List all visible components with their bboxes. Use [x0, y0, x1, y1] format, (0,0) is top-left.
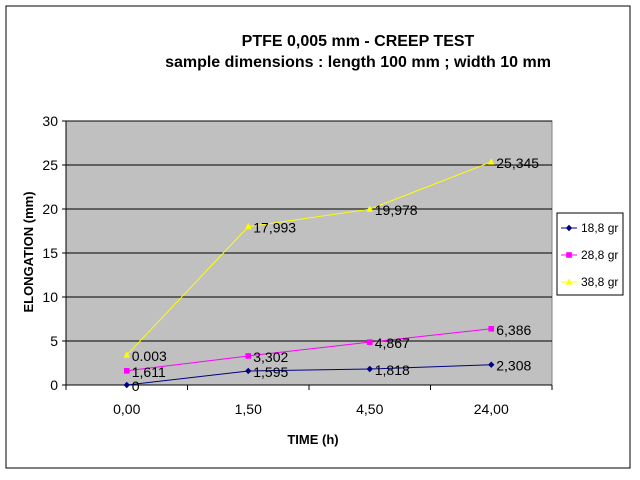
legend: 18,8 gr 28,8 gr 38,8 gr [556, 212, 624, 296]
data-label: 19,978 [375, 202, 418, 218]
data-point [245, 353, 252, 359]
legend-label: 28,8 gr [581, 248, 618, 262]
series-1: 0 1,595 1,818 2,308 [123, 358, 531, 394]
x-axis-title: TIME (h) [287, 432, 338, 447]
x-tick-label: 0,00 [113, 401, 140, 417]
y-tick-label: 10 [42, 289, 58, 305]
legend-marker [566, 252, 572, 258]
legend-item: 18,8 gr [561, 221, 618, 235]
data-label: 2,308 [496, 358, 531, 374]
x-axis: 0,00 1,50 4,50 24,00 [65, 384, 553, 417]
legend-label: 18,8 gr [581, 221, 618, 235]
data-label: 3,302 [253, 349, 288, 365]
series-line [126, 328, 492, 372]
y-tick-label: 0 [50, 377, 58, 393]
chart-subtitle: sample dimensions : length 100 mm ; widt… [165, 54, 551, 71]
series-2: 1,611 3,302 4,867 6,386 [123, 322, 531, 380]
data-label: 0 [132, 378, 140, 394]
data-label: 1,818 [375, 362, 410, 378]
y-axis: 0 5 10 15 20 25 30 [42, 113, 67, 393]
y-tick-label: 30 [42, 113, 58, 129]
data-label: 17,993 [253, 220, 296, 236]
data-point [366, 365, 373, 373]
x-tick-label: 4,50 [356, 401, 383, 417]
series-3: 0.003 17,993 19,978 25,345 [123, 155, 539, 364]
chart-title: PTFE 0,005 mm - CREEP TEST [242, 33, 475, 50]
legend-marker [565, 278, 573, 285]
data-point [366, 205, 373, 212]
grid-lines [66, 120, 552, 342]
data-label: 1,595 [253, 364, 288, 380]
legend-item: 28,8 gr [561, 248, 618, 262]
series-group: 01,595 1,818 2,3081,6113,3024,8676,3860.00… [123, 155, 539, 394]
data-label: 6,386 [496, 322, 531, 338]
legend-marker [565, 224, 573, 232]
y-tick-label: 15 [42, 245, 58, 261]
data-point [123, 381, 130, 389]
data-point [245, 367, 252, 375]
data-point [366, 339, 373, 345]
data-point [123, 351, 130, 358]
data-point [488, 158, 495, 165]
series-line [126, 364, 492, 386]
legend-label: 38,8 gr [581, 275, 618, 289]
data-label: 0.003 [132, 348, 167, 364]
legend-item: 38,8 gr [561, 275, 618, 289]
series-line [126, 161, 492, 356]
data-point [123, 368, 130, 374]
data-point [488, 326, 495, 332]
y-axis-title: ELONGATION (mm) [21, 191, 36, 312]
y-tick-label: 5 [50, 333, 58, 349]
data-label: 1,611 [132, 364, 166, 380]
y-tick-label: 20 [42, 201, 58, 217]
y-tick-label: 25 [42, 157, 58, 173]
x-tick-label: 1,50 [235, 401, 262, 417]
x-tick-label: 24,00 [474, 401, 509, 417]
data-label: 4,867 [375, 335, 410, 351]
data-label: 25,345 [496, 155, 539, 171]
data-point [488, 361, 495, 368]
data-point [245, 222, 252, 230]
